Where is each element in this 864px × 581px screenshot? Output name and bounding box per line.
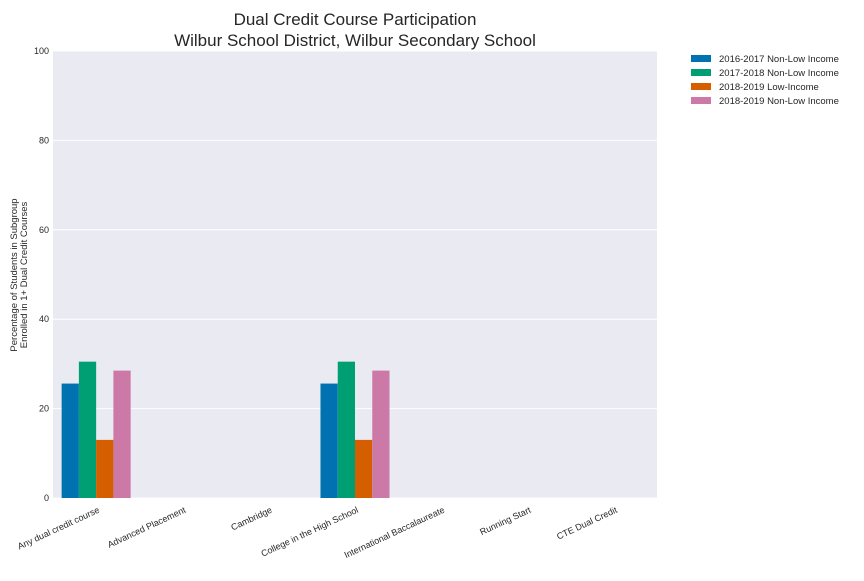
legend-swatch [691, 97, 711, 104]
x-tick-label: CTE Dual Credit [555, 505, 619, 542]
y-tick-label: 0 [44, 493, 49, 503]
x-tick-label: Cambridge [229, 505, 273, 533]
y-tick-label: 100 [34, 46, 49, 56]
chart-title-line-2: Wilbur School District, Wilbur Secondary… [174, 31, 536, 50]
legend-label: 2018-2019 Non-Low Income [719, 96, 839, 107]
legend: 2016-2017 Non-Low Income 2017-2018 Non-Lo… [691, 54, 839, 107]
legend-swatch [691, 69, 711, 76]
bar [337, 361, 355, 498]
bar [96, 439, 114, 498]
bar [320, 383, 338, 498]
y-tick-labels: 0 20 40 60 80 100 [34, 46, 49, 503]
legend-swatch [691, 55, 711, 62]
legend-label: 2016-2017 Non-Low Income [719, 54, 839, 65]
x-tick-label: Any dual credit course [16, 505, 101, 552]
bar [61, 383, 79, 498]
chart-title-line-1: Dual Credit Course Participation [234, 10, 477, 29]
x-tick-label: Advanced Placement [106, 505, 188, 550]
legend-label: 2018-2019 Low-Income [719, 82, 819, 93]
bar [355, 439, 373, 498]
bar [78, 361, 97, 498]
y-tick-label: 20 [39, 404, 49, 414]
x-tick-label: Running Start [478, 505, 533, 538]
y-tick-label: 80 [39, 135, 49, 145]
x-tick-labels: Any dual credit course Advanced Placement… [16, 505, 619, 561]
bar [113, 370, 131, 498]
bars [61, 361, 390, 498]
legend-label: 2017-2018 Non-Low Income [719, 68, 839, 79]
legend-swatch [691, 83, 711, 90]
y-axis-label: Percentage of Students in Subgroup Enrol… [9, 198, 30, 351]
y-axis-label-line-1: Percentage of Students in Subgroup [9, 198, 20, 351]
bar [372, 370, 390, 498]
y-tick-label: 40 [39, 314, 49, 324]
y-tick-label: 60 [39, 225, 49, 235]
y-axis-label-line-2: Enrolled in 1+ Dual Credit Courses [19, 201, 30, 348]
